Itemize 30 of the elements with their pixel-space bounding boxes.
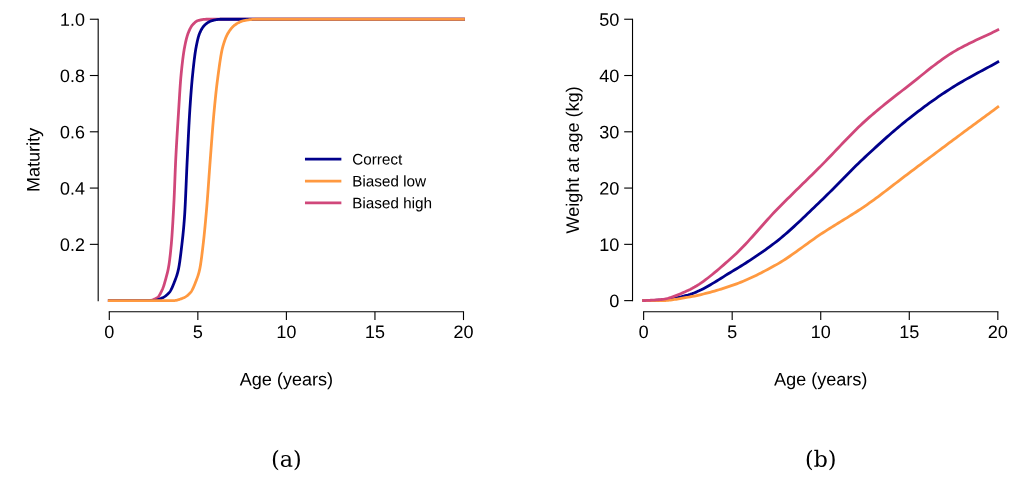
x-tick-label: 20 — [988, 325, 1008, 339]
x-tick-label: 0 — [104, 325, 114, 339]
legend-label: Correct — [352, 153, 403, 165]
y-tick-label: 10 — [600, 238, 619, 252]
x-tick-label: 15 — [900, 325, 919, 339]
x-tick-label: 10 — [812, 325, 831, 339]
x-tick-label: 5 — [727, 325, 737, 339]
x-axis-title: Age (years) — [774, 372, 867, 390]
x-tick-label: 10 — [277, 325, 296, 339]
x-tick-label: 15 — [366, 325, 385, 339]
y-tick-label: 0 — [609, 294, 619, 308]
x-tick-label: 5 — [193, 325, 203, 339]
legend-label: Biased high — [353, 197, 432, 212]
y-tick-label: 0.6 — [60, 125, 85, 139]
y-tick-label: 0.8 — [60, 69, 85, 83]
y-tick-label: 0.2 — [60, 238, 85, 252]
y-tick-label: 1.0 — [61, 13, 85, 26]
x-tick-label: 20 — [454, 325, 473, 339]
legend-label: Biased low — [353, 175, 427, 187]
x-axis-title: Age (years) — [239, 372, 332, 390]
y-axis-title: Weight at age (kg) — [565, 87, 583, 234]
x-tick-label: 0 — [639, 325, 648, 339]
text: (b) — [806, 449, 835, 471]
y-tick-label: 0.4 — [60, 182, 85, 195]
y-tick-label: 20 — [600, 182, 619, 195]
text: (a) — [272, 449, 300, 471]
y-tick-label: 50 — [599, 13, 619, 26]
y-tick-label: 40 — [599, 69, 619, 83]
y-axis-title: Maturity — [26, 127, 44, 191]
y-tick-label: 30 — [599, 125, 619, 139]
